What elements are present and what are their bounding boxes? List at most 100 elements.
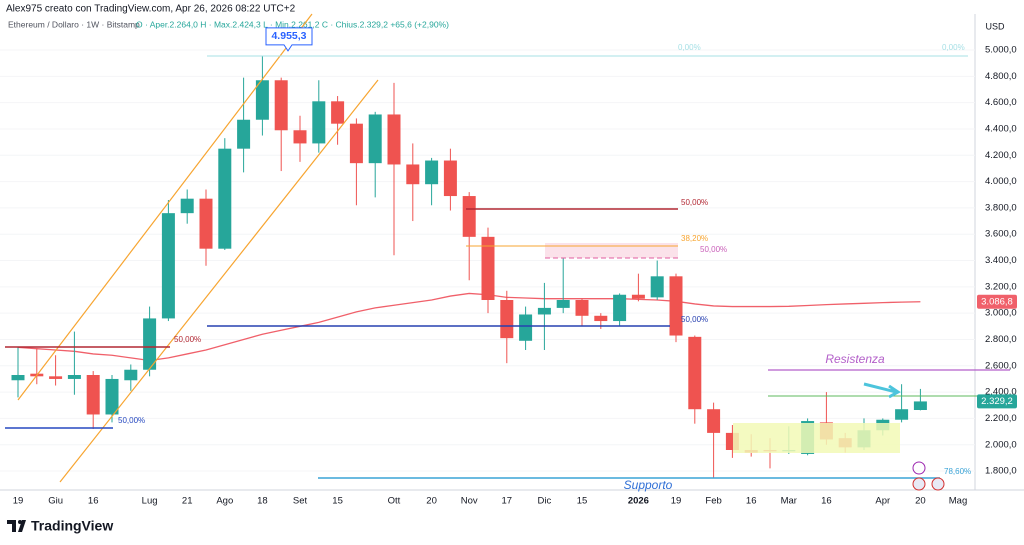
y-tick-label: 4.200,0 [985, 150, 1017, 161]
fib-label: 50,00% [681, 198, 708, 207]
x-tick-label: Giu [48, 496, 63, 507]
candle-body [556, 300, 570, 308]
x-tick-label: Nov [461, 496, 478, 507]
candle-body [312, 101, 326, 144]
fib-label: 38,20% [681, 234, 708, 243]
candle-body [631, 294, 645, 299]
candle-body [594, 315, 608, 322]
event-icon [912, 477, 926, 491]
candle-body [575, 300, 589, 316]
y-tick-label: 4.600,0 [985, 97, 1017, 108]
last-price-tag-box [977, 394, 1017, 409]
candle-body [49, 376, 63, 379]
y-tick-label: 2.600,0 [985, 360, 1017, 371]
x-tick-label: 19 [13, 496, 24, 507]
x-tick-label: Ott [388, 496, 401, 507]
logo: TradingView [7, 518, 113, 534]
fib-label: 50,00% [174, 335, 201, 344]
x-tick-label: 15 [577, 496, 588, 507]
candle-body [143, 318, 157, 370]
candle-body [387, 114, 401, 165]
x-tick-label: Set [293, 496, 308, 507]
moving-average [17, 292, 921, 362]
axis-unit: USD [985, 21, 1005, 31]
y-tick-label: 1.800,0 [985, 466, 1017, 477]
x-tick-label: 15 [332, 496, 343, 507]
x-tick-label: 16 [746, 496, 757, 507]
y-tick-label: 2.000,0 [985, 439, 1017, 450]
fib-band [545, 243, 678, 258]
fib-label: 78,60% [944, 467, 971, 476]
resistance-label: Resistenza [825, 352, 885, 366]
high-marker-box [265, 27, 313, 52]
high-marker-label: 4.955,3 [271, 30, 306, 42]
candle-body [255, 80, 269, 120]
y-tick-label: 5.000,0 [985, 45, 1017, 56]
y-tick-label: 3.000,0 [985, 308, 1017, 319]
candle-body [67, 375, 81, 379]
ma-price-tag: 3.086,8 [981, 296, 1013, 307]
logo-text: TradingView [31, 518, 113, 534]
x-tick-label: Feb [705, 496, 721, 507]
y-tick-label: 3.800,0 [985, 202, 1017, 213]
arrow [863, 382, 901, 399]
y-tick-label: 3.200,0 [985, 281, 1017, 292]
candle-body [500, 300, 514, 339]
candle-body [349, 123, 363, 164]
channel-line [17, 13, 313, 401]
x-tick-label: 21 [182, 496, 193, 507]
x-tick-label: 19 [671, 496, 682, 507]
candle-body [293, 130, 307, 144]
candle-body [124, 369, 138, 381]
x-tick-label: 18 [257, 496, 268, 507]
range-box [733, 423, 900, 453]
x-tick-label: Lug [142, 496, 158, 507]
symbol: Ethereum / Dollaro · 1W · Bitstamp [8, 19, 140, 29]
fib-label: 50,00% [118, 416, 145, 425]
candle-body [688, 336, 702, 410]
candle-body [913, 401, 927, 410]
fib-label: 50,00% [681, 315, 708, 324]
candle-body [199, 198, 213, 249]
candle-body [274, 80, 288, 131]
candle-body [462, 196, 476, 237]
y-tick-label: 2.800,0 [985, 334, 1017, 345]
y-tick-label: 4.800,0 [985, 71, 1017, 82]
candle-body [895, 409, 909, 420]
x-tick-label: 16 [88, 496, 99, 507]
candle-body [105, 378, 119, 415]
candle-body [237, 119, 251, 149]
support-label: Supporto [624, 478, 673, 492]
candle-body [481, 236, 495, 300]
y-tick-label: 2.200,0 [985, 413, 1017, 424]
x-tick-label: Mar [781, 496, 797, 507]
x-tick-label: 17 [502, 496, 513, 507]
x-tick-label: 16 [821, 496, 832, 507]
x-tick-label: Dic [538, 496, 552, 507]
event-icon [931, 477, 945, 491]
candle-body [650, 276, 664, 298]
author-line: Alex975 creato con TradingView.com, Apr … [6, 4, 296, 15]
x-tick-label: 2026 [628, 496, 649, 507]
channel-line [59, 79, 379, 483]
logo-icon [18, 520, 22, 524]
y-tick-label: 2.400,0 [985, 387, 1017, 398]
candle-body [537, 307, 551, 315]
event-icon [912, 461, 926, 475]
drawings [5, 13, 1010, 483]
candle-body [331, 101, 345, 124]
candle-body [669, 276, 683, 336]
quote: O · Aper.2.264,0 H · Max.2.424,3 L · Min… [136, 19, 449, 29]
candle-body [443, 160, 457, 197]
candle-body [425, 160, 439, 185]
x-tick-label: 20 [426, 496, 437, 507]
y-tick-label: 4.400,0 [985, 123, 1017, 134]
y-tick-label: 3.600,0 [985, 229, 1017, 240]
candle-body [519, 314, 533, 341]
candle-body [218, 148, 232, 249]
candle-body [406, 164, 420, 185]
annotations: 0,00% 0,00% 50,00% 38,20% 50,00% 50,00% … [118, 43, 971, 492]
y-tick-label: 4.000,0 [985, 176, 1017, 187]
